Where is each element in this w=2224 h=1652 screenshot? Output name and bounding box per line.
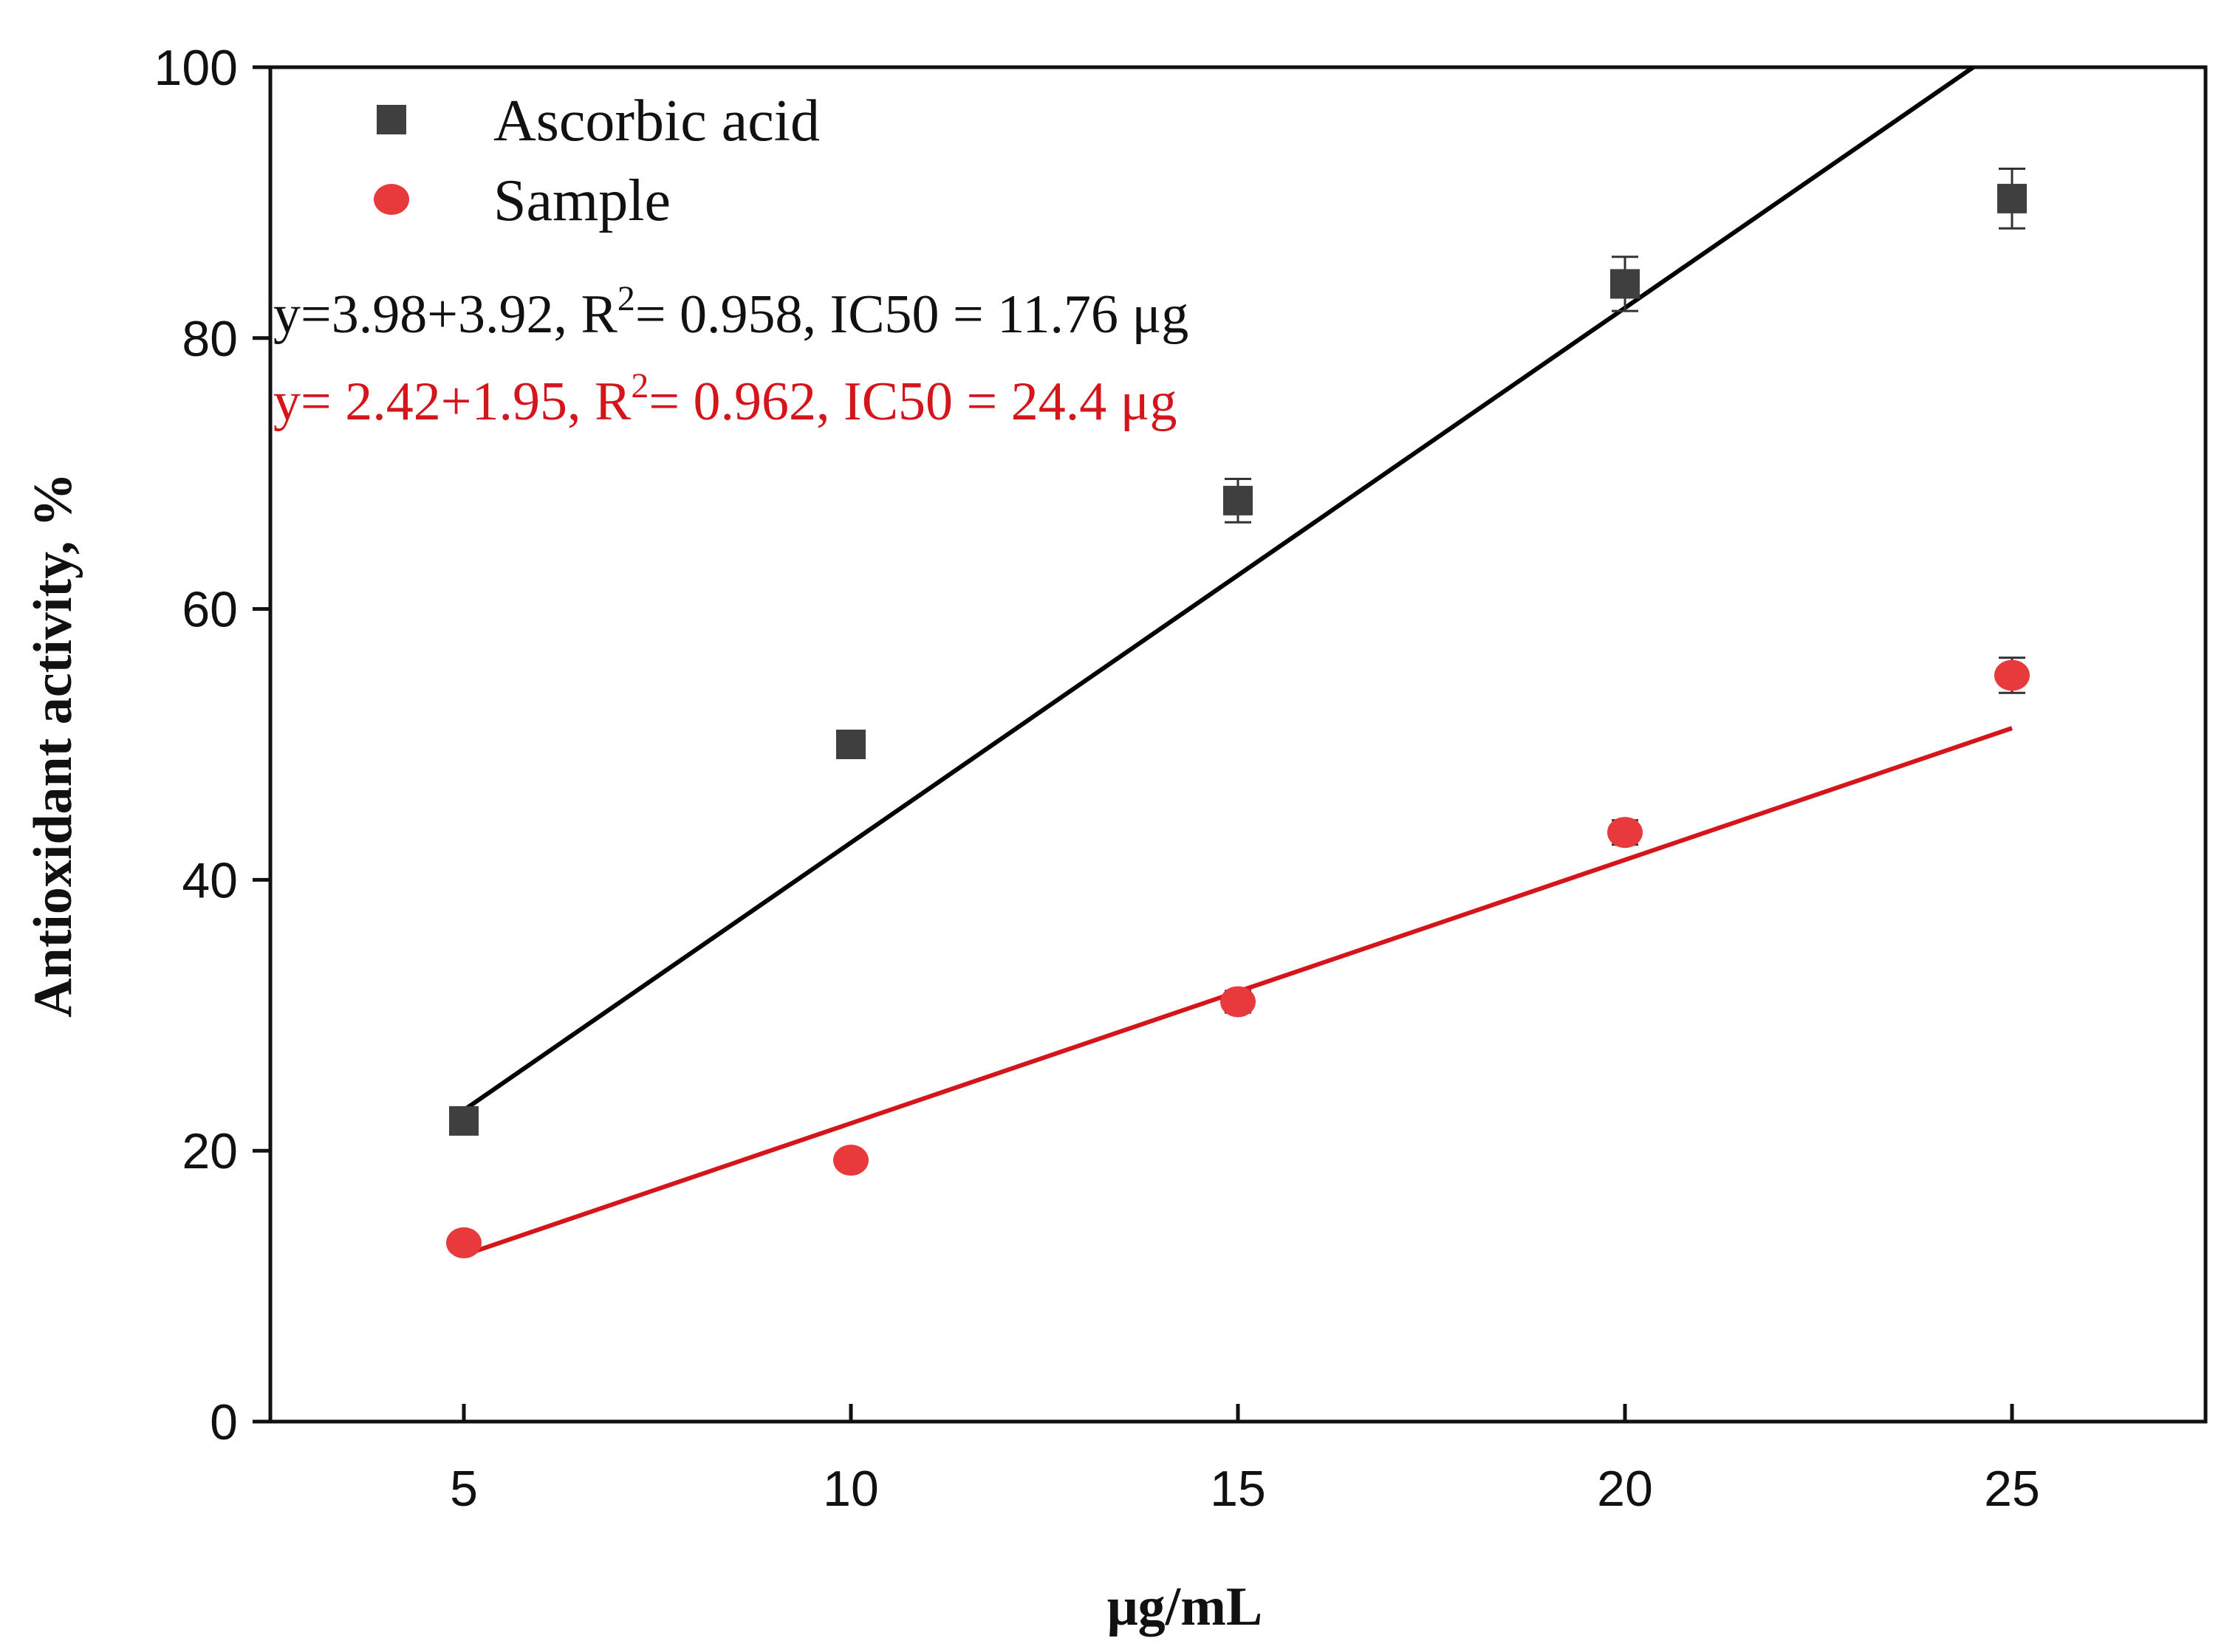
- y-tick-label: 60: [182, 582, 238, 638]
- x-axis-title: μg/mL: [1107, 1577, 1263, 1637]
- sample-point: [1994, 659, 2030, 691]
- legend: Ascorbic acid Sample: [374, 89, 820, 233]
- plot-frame: [268, 65, 2208, 1424]
- x-tick-label: 25: [1984, 1461, 2040, 1517]
- ascorbic-acid-point: [1997, 183, 2027, 213]
- x-tick-label: 15: [1210, 1461, 1266, 1517]
- x-tick-label: 10: [823, 1461, 879, 1517]
- data-markers: [446, 183, 2030, 1258]
- ascorbic-acid-point: [1610, 269, 1640, 299]
- y-axis-title: Antioxidant activity, %: [23, 473, 83, 1018]
- legend-marker-ascorbic-acid: [377, 105, 406, 134]
- sample-point: [833, 1145, 869, 1176]
- x-tick-label: 5: [450, 1461, 478, 1517]
- equation-annotations: y=3.98+3.92, R2= 0.958, IC50 = 11.76 μg y…: [273, 279, 1188, 432]
- y-tick-label: 80: [182, 311, 238, 367]
- x-tick-label: 20: [1597, 1461, 1653, 1517]
- axis-ticks: 5 10 15 20 25 0 20 40 60 80 100: [154, 40, 2040, 1517]
- legend-label-sample: Sample: [493, 168, 671, 233]
- equation-annotation: y= 2.42+1.95, R2= 0.962, IC50 = 24.4 μg: [273, 366, 1177, 432]
- ascorbic-acid-point: [1223, 485, 1253, 515]
- y-tick-label: 0: [210, 1394, 238, 1450]
- legend-label-ascorbic-acid: Ascorbic acid: [493, 89, 820, 154]
- equation-annotation: y=3.98+3.92, R2= 0.958, IC50 = 11.76 μg: [273, 279, 1188, 345]
- y-tick-label: 20: [182, 1123, 238, 1179]
- ascorbic-acid-fit-line: [462, 65, 1975, 1112]
- y-tick-label: 100: [154, 40, 238, 96]
- sample-point: [446, 1227, 482, 1258]
- ascorbic-acid-point: [449, 1106, 479, 1136]
- ascorbic-acid-point: [836, 730, 866, 759]
- sample-point: [1607, 817, 1643, 849]
- y-tick-label: 40: [182, 852, 238, 908]
- legend-marker-sample: [374, 184, 409, 215]
- fit-lines: [462, 65, 2013, 1258]
- sample-point: [1220, 986, 1256, 1018]
